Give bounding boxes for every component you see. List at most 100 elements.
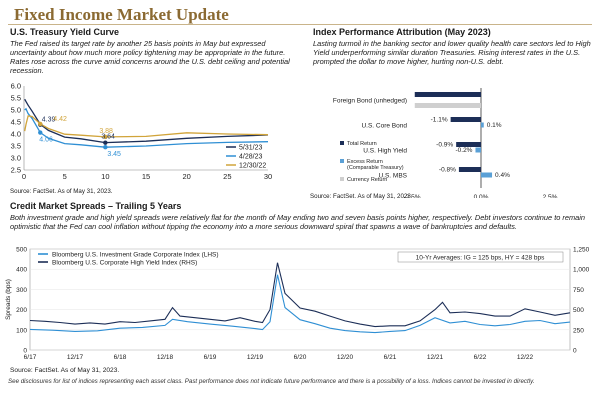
yc-y-tick-label: 5.5 — [11, 94, 21, 103]
yc-y-tick-label: 2.5 — [11, 166, 21, 175]
sp-y-tick-label-right: 0 — [573, 348, 577, 355]
sp-y-tick-label-left: 100 — [16, 327, 27, 334]
at-legend-label: Excess Return — [347, 159, 383, 165]
at-bar — [414, 103, 481, 108]
attribution-text: Lasting turmoil in the banking sector an… — [313, 39, 591, 66]
yc-legend-label: 5/31/23 — [239, 145, 262, 152]
at-bar — [414, 92, 481, 97]
sp-y-tick-label-left: 500 — [16, 247, 27, 254]
yc-data-label: 3.88 — [99, 128, 113, 135]
sp-x-tick-label: 12/22 — [517, 354, 534, 361]
sp-y-axis-label: Spreads (bps) — [5, 279, 12, 320]
sp-y-tick-label-left: 400 — [16, 267, 27, 274]
at-x-tick-label: -2.5% — [404, 194, 421, 198]
yc-data-label: 3.45 — [107, 151, 121, 158]
sp-averages-box — [397, 251, 564, 263]
at-legend-swatch — [340, 141, 344, 145]
at-bar — [475, 147, 481, 153]
sp-x-tick-label: 12/21 — [427, 354, 444, 361]
sp-x-tick-label: 12/17 — [67, 354, 84, 361]
sp-averages-note: 10-Yr Averages: IG = 125 bps, HY = 428 b… — [416, 255, 546, 262]
yc-data-label: 4.42 — [53, 116, 67, 123]
yield-curve-heading: U.S. Treasury Yield Curve — [10, 27, 120, 37]
yc-marker — [103, 134, 108, 140]
sp-x-tick-label: 6/18 — [114, 354, 127, 361]
sp-y-tick-label-right: 1,250 — [573, 247, 590, 254]
sp-series-line — [29, 262, 571, 328]
sp-x-tick-label: 12/19 — [247, 354, 264, 361]
disclaimer: See disclosures for list of indices repr… — [8, 378, 535, 385]
yc-y-tick-label: 3.5 — [11, 142, 21, 151]
sp-x-tick-label: 12/18 — [157, 354, 174, 361]
yield-curve-chart: 2.5 3.0 3.5 4.0 4.5 5.0 5.5 6.0 0 5 10 15 20 25 30 5/31… — [11, 82, 273, 182]
yc-series-line — [24, 98, 269, 144]
yield-curve-source: Source: FactSet. As of May 31, 2023. — [10, 188, 113, 195]
yc-x-tick-label: 20 — [182, 172, 190, 181]
attribution-chart: Foreign Bond (unhedged) U.S. Core Bond U.S… — [333, 88, 558, 198]
at-bar — [450, 117, 481, 122]
yc-x-tick-label: 15 — [142, 172, 150, 181]
yc-marker — [38, 121, 43, 127]
at-legend-label: Total Return — [347, 141, 377, 147]
yc-series-line — [24, 115, 269, 138]
yc-y-tick-label: 3.0 — [11, 154, 21, 163]
sp-y-tick-label-right: 1,000 — [573, 267, 590, 274]
at-value-label: 0.4% — [495, 172, 510, 179]
at-category-label: Foreign Bond (unhedged) — [333, 98, 407, 105]
at-value-label: -0.8% — [439, 167, 456, 174]
at-category-label: U.S. Core Bond — [361, 123, 407, 130]
at-value-label: -0.9% — [436, 142, 453, 149]
yc-y-tick-label: 5.0 — [11, 106, 21, 115]
at-category-label: U.S. High Yield — [363, 148, 407, 155]
at-legend-label: Currency Return — [347, 177, 387, 183]
sp-y-tick-label-right: 250 — [573, 327, 584, 334]
sp-y-tick-label-left: 300 — [16, 287, 27, 294]
yc-y-tick-label: 4.5 — [11, 118, 21, 127]
sp-y-tick-label-right: 500 — [573, 307, 584, 314]
at-bar — [481, 172, 493, 178]
sp-legend-label: Bloomberg U.S. Corporate High Yield Inde… — [52, 259, 197, 266]
at-x-tick-label: 2.5% — [543, 194, 558, 198]
attribution-heading: Index Performance Attribution (May 2023) — [313, 27, 491, 37]
sp-x-tick-label: 6/22 — [474, 354, 487, 361]
at-legend-label-cont: (Comparable Treasury) — [347, 165, 404, 171]
at-legend-swatch — [340, 159, 344, 163]
at-legend-swatch — [340, 177, 344, 181]
yc-y-tick-label: 4.0 — [11, 130, 21, 139]
yc-data-label: 4.39 — [42, 117, 56, 124]
yc-x-tick-label: 10 — [101, 172, 109, 181]
yc-legend-label: 4/28/23 — [239, 154, 262, 161]
sp-y-tick-label-right: 750 — [573, 287, 584, 294]
yc-data-label: 4.06 — [39, 137, 53, 144]
yc-x-tick-label: 30 — [264, 172, 272, 181]
at-bar — [458, 167, 481, 172]
yc-x-tick-label: 0 — [22, 172, 26, 181]
attribution-source: Source: FactSet. As of May 31, 2023. — [310, 193, 413, 200]
sp-x-tick-label: 6/20 — [294, 354, 307, 361]
sp-y-tick-label-left: 0 — [23, 348, 27, 355]
yc-legend-label: 12/30/22 — [239, 163, 266, 170]
at-bar — [481, 122, 484, 128]
sp-legend-label: Bloomberg U.S. Investment Grade Corporat… — [52, 251, 219, 258]
spreads-heading: Credit Market Spreads – Trailing 5 Years — [10, 201, 182, 211]
yield-curve-text: The Fed raised its target rate by anothe… — [10, 39, 290, 75]
at-value-label: -0.2% — [455, 147, 472, 154]
sp-x-tick-label: 6/17 — [24, 354, 37, 361]
spreads-source: Source: FactSet. As of May 31, 2023. — [10, 367, 120, 374]
at-x-tick-label: 0.0% — [474, 194, 489, 198]
yc-series-line — [24, 107, 269, 148]
yc-x-tick-label: 25 — [223, 172, 231, 181]
at-category-label: U.S. MBS — [378, 173, 407, 180]
sp-y-tick-label-left: 200 — [16, 307, 27, 314]
at-bar — [456, 142, 481, 147]
sp-x-tick-label: 12/20 — [337, 354, 354, 361]
sp-x-tick-label: 6/21 — [384, 354, 397, 361]
yc-marker — [103, 145, 108, 150]
title-divider — [8, 24, 592, 25]
spreads-chart: 0 100 200 300 400 500 0 250 500 750 1,000 1,250 6/17… — [5, 247, 590, 362]
yc-marker — [38, 130, 43, 135]
at-value-label: -1.1% — [431, 117, 448, 124]
sp-series-line — [29, 274, 571, 334]
at-value-label: 0.1% — [487, 122, 502, 129]
sp-x-tick-label: 6/19 — [204, 354, 217, 361]
